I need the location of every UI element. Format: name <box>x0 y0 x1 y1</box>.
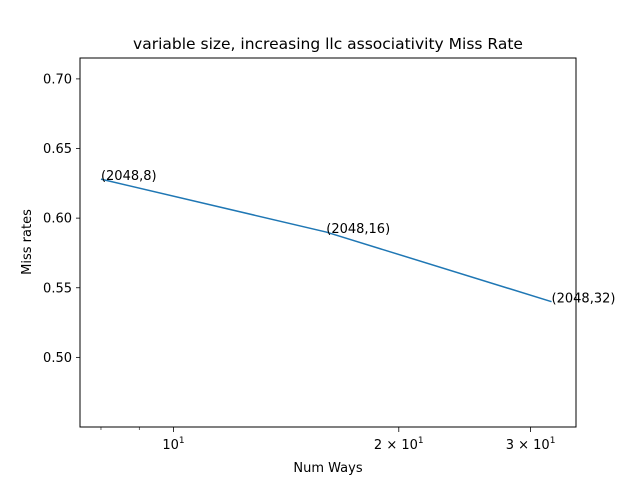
y-axis-label: Miss rates <box>20 209 35 275</box>
y-axis: 0.50 0.55 0.60 0.65 0.70 <box>43 72 80 366</box>
x-tick-label: 3 × 101 <box>506 436 556 453</box>
x-tick-label: 101 <box>162 436 184 453</box>
x-tick-exponent: 1 <box>550 436 556 446</box>
plot-area <box>79 57 577 428</box>
y-tick-label: 0.60 <box>43 212 72 227</box>
x-axis-label: Num Ways <box>293 461 362 476</box>
x-tick-base: 10 <box>533 438 550 453</box>
x-tick-label: 2 × 101 <box>374 436 424 453</box>
x-tick-exponent: 1 <box>179 436 185 446</box>
point-annotation: (2048,8) <box>101 169 157 184</box>
series: (2048,8) (2048,16) (2048,32) <box>100 169 616 307</box>
x-tick-exponent: 1 <box>418 436 424 446</box>
y-tick-label: 0.50 <box>43 351 72 366</box>
y-tick-label: 0.55 <box>43 281 72 296</box>
chart-title: variable size, increasing llc associativ… <box>133 35 523 53</box>
x-axis: 101 2 × 101 3 × 101 <box>100 427 556 453</box>
y-tick-label: 0.70 <box>43 72 72 87</box>
x-tick-base: 10 <box>162 438 179 453</box>
x-tick-coef: 3 × <box>506 438 533 453</box>
point-annotation: (2048,16) <box>326 222 390 237</box>
x-tick-coef: 2 × <box>374 438 401 453</box>
point-annotation: (2048,32) <box>552 292 616 307</box>
x-tick-base: 10 <box>401 438 418 453</box>
series-line <box>100 178 552 303</box>
y-tick-label: 0.65 <box>43 142 72 157</box>
